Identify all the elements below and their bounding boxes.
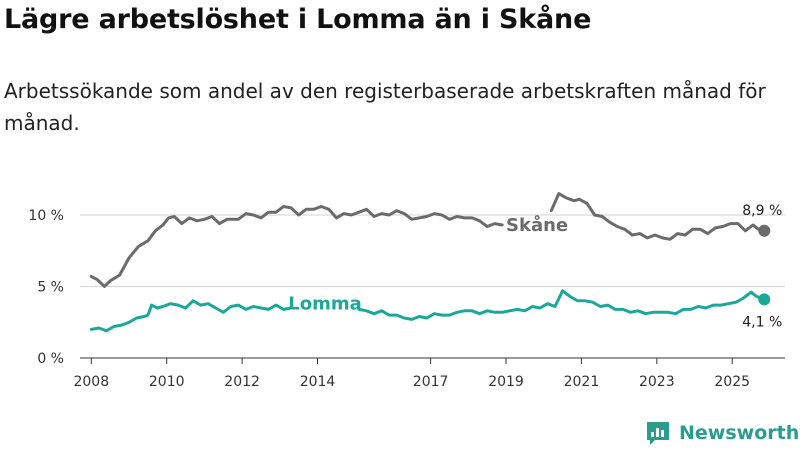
x-tick-label: 2021 — [564, 374, 600, 390]
x-tick-label: 2017 — [413, 374, 449, 390]
x-tick-label: 2008 — [73, 374, 109, 390]
brand-name: Newsworthy — [679, 422, 800, 444]
x-tick-label: 2014 — [300, 374, 336, 390]
series-layer — [89, 192, 771, 333]
page-subtitle: Arbetssökande som andel av den registerb… — [4, 79, 766, 135]
series-lomma — [89, 289, 771, 333]
series-name-skane: Skåne — [506, 214, 568, 236]
end-point-lomma — [758, 293, 771, 306]
x-axis: 2008 2010 2012 2014 2017 2019 2021 2023 2025 — [73, 358, 750, 390]
newsworthy-icon — [647, 422, 669, 445]
series-skane — [89, 192, 771, 288]
series-line-skane — [89, 205, 504, 288]
x-tick-label: 2025 — [714, 374, 750, 390]
newsworthy-logo[interactable]: Newsworthy — [645, 420, 800, 446]
label-layer: 8,9 % 4,1 % Skåne Lomma — [288, 203, 782, 331]
y-axis: 0 % 5 % 10 % — [28, 208, 64, 367]
series-line-lomma — [89, 299, 293, 333]
series-line-lomma — [357, 289, 766, 321]
series-name-lomma: Lomma — [288, 294, 362, 315]
x-tick-label: 2010 — [149, 374, 185, 390]
y-tick-label: 0 % — [37, 351, 64, 367]
grid-layer — [80, 214, 785, 359]
series-line-skane — [549, 192, 766, 241]
x-tick-label: 2012 — [224, 374, 260, 390]
x-tick-label: 2019 — [488, 374, 524, 390]
y-tick-label: 10 % — [28, 208, 64, 224]
page-title: Lägre arbetslöshet i Lomma än i Skåne — [4, 4, 592, 35]
y-tick-label: 5 % — [37, 280, 64, 296]
end-point-skane — [758, 224, 771, 237]
end-value-label-lomma: 4,1 % — [742, 314, 782, 330]
end-value-label-skane: 8,9 % — [742, 203, 782, 219]
x-tick-label: 2023 — [639, 374, 675, 390]
